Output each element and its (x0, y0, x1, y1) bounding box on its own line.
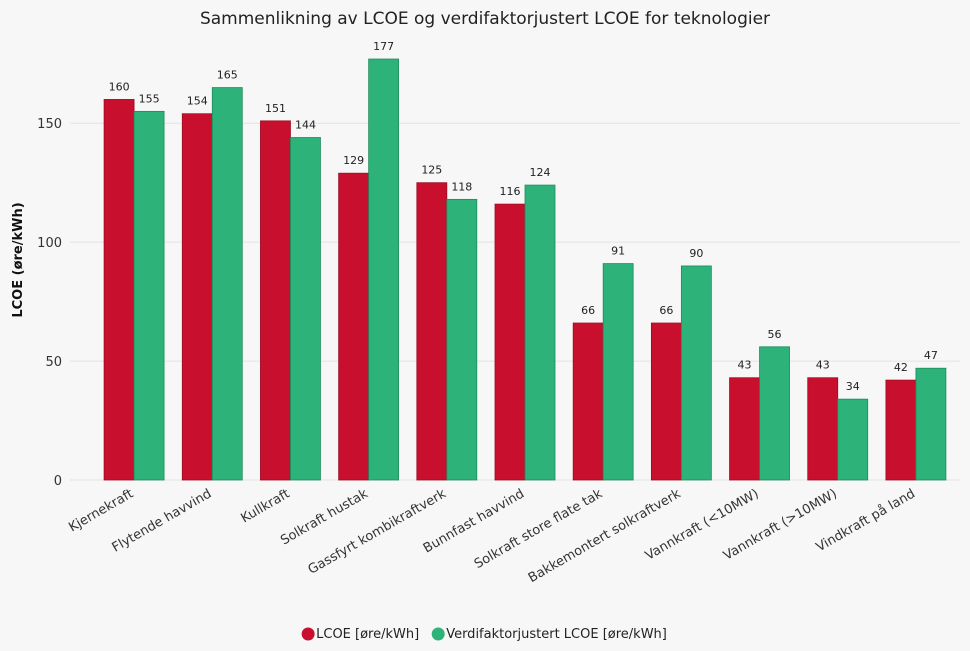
data-label: 165 (217, 69, 238, 82)
bar-verdifaktorjustert-lcoe[interactable] (211, 87, 243, 481)
x-category-label: Bakkemontert solkraftverk (526, 486, 684, 586)
data-label: 43 (816, 359, 830, 372)
data-labels: 160 155 154 165 151 144 129 177 125 118 116 124 66 91… (109, 40, 938, 393)
legend[interactable]: LCOE [øre/kWh] Verdifaktorjustert LCOE [ø… (301, 627, 667, 642)
data-label: 151 (265, 102, 286, 115)
data-label: 34 (846, 380, 860, 393)
bar-lcoe[interactable] (338, 172, 370, 481)
bar-lcoe[interactable] (650, 322, 682, 481)
data-label: 124 (530, 166, 551, 179)
bar-lcoe[interactable] (807, 377, 839, 481)
bar-verdifaktorjustert-lcoe[interactable] (133, 110, 165, 481)
data-label: 177 (373, 40, 394, 53)
legend-marker (301, 627, 315, 641)
bar-verdifaktorjustert-lcoe[interactable] (759, 346, 790, 481)
bar-lcoe[interactable] (260, 120, 291, 481)
data-label: 144 (295, 119, 316, 132)
bars (103, 58, 947, 481)
bar-lcoe[interactable] (103, 99, 135, 481)
data-label: 91 (611, 245, 625, 258)
data-label: 90 (689, 247, 703, 260)
bar-verdifaktorjustert-lcoe[interactable] (915, 367, 947, 481)
bar-verdifaktorjustert-lcoe[interactable] (446, 198, 478, 481)
data-label: 56 (768, 328, 782, 341)
legend-marker (431, 627, 445, 641)
y-tick-label: 0 (54, 474, 62, 489)
data-label: 125 (421, 164, 442, 177)
data-label: 155 (139, 92, 160, 105)
data-label: 66 (581, 304, 595, 317)
legend-label: Verdifaktorjustert LCOE [øre/kWh] (446, 627, 667, 642)
bar-verdifaktorjustert-lcoe[interactable] (602, 263, 634, 481)
data-label: 66 (659, 304, 673, 317)
bar-verdifaktorjustert-lcoe[interactable] (524, 184, 556, 481)
bar-lcoe[interactable] (181, 113, 213, 481)
bar-lcoe[interactable] (885, 379, 917, 481)
chart-title: Sammenlikning av LCOE og verdifaktorjust… (200, 9, 770, 29)
y-tick-label: 50 (45, 355, 62, 370)
y-axis-label: LCOE (øre/kWh) (11, 202, 26, 317)
bar-verdifaktorjustert-lcoe[interactable] (837, 398, 869, 481)
legend-item[interactable]: LCOE [øre/kWh] (301, 627, 420, 642)
data-label: 43 (738, 359, 752, 372)
y-tick-label: 100 (37, 236, 62, 251)
x-category-label: Kullkraft (239, 486, 293, 526)
bar-lcoe[interactable] (494, 203, 526, 481)
x-category-label: Solkraft store flate tak (472, 486, 606, 572)
y-axis-ticks: 0 50 100 150 (37, 117, 62, 489)
bar-verdifaktorjustert-lcoe[interactable] (290, 137, 321, 481)
bar-verdifaktorjustert-lcoe[interactable] (680, 265, 712, 481)
x-category-label: Kjernekraft (66, 486, 136, 535)
legend-label: LCOE [øre/kWh] (316, 627, 419, 642)
legend-item[interactable]: Verdifaktorjustert LCOE [øre/kWh] (431, 627, 667, 642)
data-label: 42 (894, 361, 908, 374)
data-label: 116 (500, 185, 521, 198)
bar-verdifaktorjustert-lcoe[interactable] (368, 58, 400, 481)
data-label: 160 (109, 80, 130, 93)
y-tick-label: 150 (37, 117, 62, 132)
bar-lcoe[interactable] (416, 182, 448, 481)
bar-lcoe[interactable] (729, 377, 760, 481)
bar-lcoe[interactable] (572, 322, 604, 481)
data-label: 154 (187, 95, 208, 108)
data-label: 47 (924, 349, 938, 362)
data-label: 129 (343, 154, 364, 167)
data-label: 118 (451, 180, 472, 193)
x-category-label: Gassfyrt kombikraftverk (306, 486, 450, 578)
